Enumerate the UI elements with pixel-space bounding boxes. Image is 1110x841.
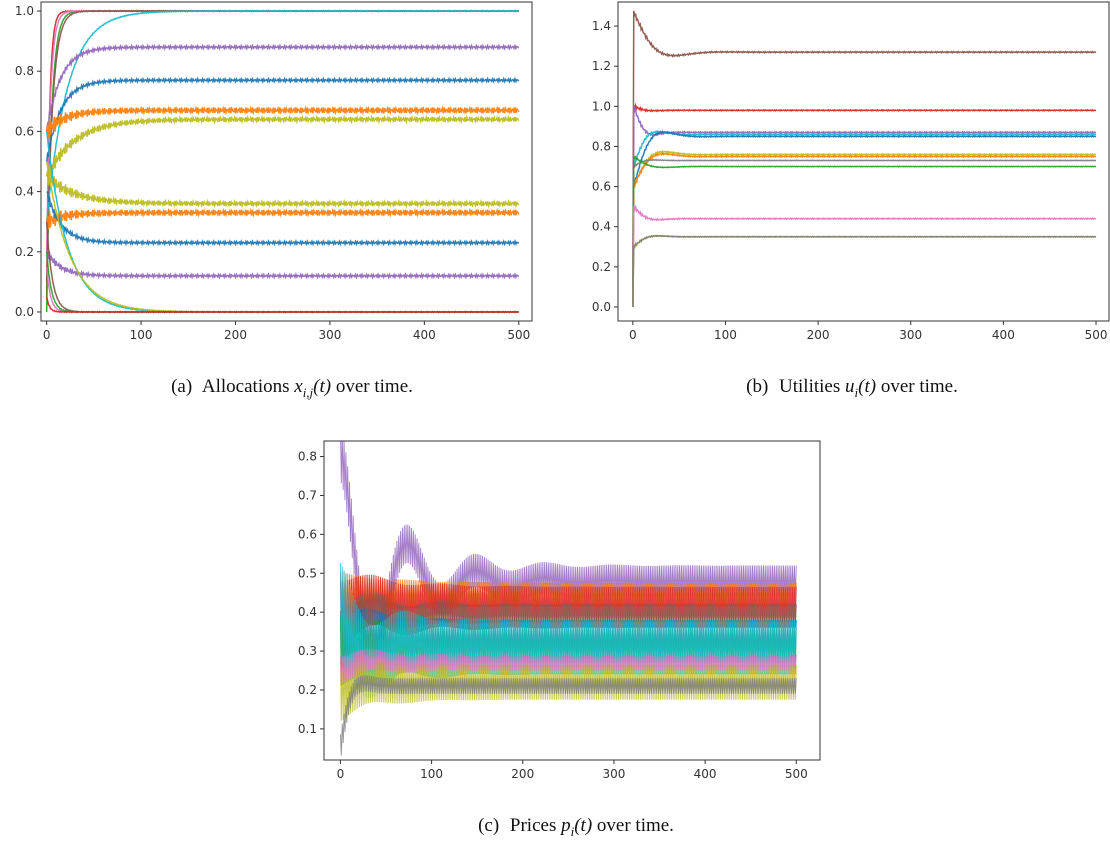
allocations-plot-frame: [40, 1, 533, 322]
utilities-x-tick-label: 0: [629, 328, 637, 342]
prices-y-tick-label: 0.1: [298, 722, 317, 736]
allocations-x-tick-label: 300: [318, 328, 341, 342]
allocations-series-layer: [45, 9, 520, 314]
allocations-series-line: [45, 131, 519, 314]
prices-y-tick-label: 0.5: [298, 566, 317, 580]
utilities-series-line: [632, 158, 1097, 307]
allocations-series-line: [45, 9, 519, 312]
utilities-plot-frame: [617, 1, 1110, 322]
utilities-series-layer: [632, 10, 1097, 307]
allocations-ticks: 0 100 200 300 400 500 0.0 0.2 0.4 0.6 0.8 1.0: [15, 4, 530, 342]
allocations-series-line: [45, 9, 519, 222]
utilities-series-line: [632, 129, 1097, 307]
utilities-x-tick-label: 300: [899, 328, 922, 342]
allocations-series-line: [45, 296, 519, 314]
utilities-series-line: [632, 10, 1097, 307]
allocations-y-tick-label: 0.0: [15, 305, 34, 319]
utilities-panel: 0 100 200 300 400 500 0.0 0.2 0.4 0.6 0.8 1.0 1.2 1.4…: [592, 1, 1110, 400]
prices-y-tick-label: 0.3: [298, 644, 317, 658]
allocations-series-line: [45, 114, 520, 181]
utilities-y-tick-label: 1.4: [592, 19, 611, 33]
prices-series-line: [339, 675, 797, 756]
utilities-series-line: [632, 155, 1097, 307]
prices-x-tick-label: 200: [511, 767, 534, 781]
prices-series-layer: [339, 441, 797, 756]
allocations-y-tick-label: 1.0: [15, 4, 34, 18]
allocations-y-tick-label: 0.4: [15, 185, 34, 199]
allocations-series-line: [45, 105, 520, 139]
utilities-series-line: [632, 234, 1097, 307]
utilities-caption: (b) Utilities ui(t) over time.: [746, 376, 958, 400]
allocations-series-line: [45, 9, 519, 297]
allocations-series-line: [45, 221, 519, 314]
prices-caption: (c) Prices pi(t) over time.: [478, 815, 674, 839]
utilities-y-tick-label: 0.0: [592, 300, 611, 314]
allocations-panel: 0 100 200 300 400 500 0.0 0.2 0.4 0.6 0.8 1.0 (a) A…: [15, 1, 533, 400]
utilities-y-tick-label: 1.2: [592, 59, 611, 73]
allocations-y-tick-label: 0.8: [15, 64, 34, 78]
allocations-series-line: [45, 43, 520, 132]
allocations-caption: (a) Allocations xi,j(t) over time.: [171, 376, 413, 400]
prices-x-tick-label: 100: [420, 767, 443, 781]
prices-ticks: 0 100 200 300 400 500 0.1 0.2 0.3 0.4 0.5 0.6 0.7 0.8: [298, 450, 808, 781]
allocations-series-line: [45, 76, 520, 162]
prices-y-tick-label: 0.4: [298, 605, 317, 619]
utilities-series-line: [632, 234, 1097, 307]
utilities-series-line: [632, 102, 1097, 307]
allocations-series-line: [45, 207, 520, 230]
prices-x-tick-label: 0: [337, 767, 345, 781]
allocations-x-tick-label: 400: [413, 328, 436, 342]
prices-series-line: [339, 649, 797, 685]
allocations-series-line: [46, 249, 520, 280]
allocations-x-tick-label: 200: [224, 328, 247, 342]
prices-y-tick-label: 0.6: [298, 527, 317, 541]
utilities-series-line: [632, 204, 1097, 307]
prices-x-tick-label: 400: [694, 767, 717, 781]
prices-series-line: [339, 563, 797, 699]
prices-plot-frame: [323, 440, 821, 761]
allocations-series-line: [45, 171, 520, 209]
utilities-x-tick-label: 100: [714, 328, 737, 342]
prices-y-tick-label: 0.8: [298, 450, 317, 464]
utilities-y-tick-label: 0.4: [592, 220, 611, 234]
prices-x-tick-label: 300: [602, 767, 625, 781]
allocations-series-line: [45, 9, 519, 282]
prices-y-tick-label: 0.7: [298, 488, 317, 502]
allocations-y-tick-label: 0.2: [15, 245, 34, 259]
prices-y-tick-label: 0.2: [298, 683, 317, 697]
utilities-x-tick-label: 200: [807, 328, 830, 342]
prices-panel: 0 100 200 300 400 500 0.1 0.2 0.3 0.4 0.5 0.6 0.7 0.8…: [298, 440, 821, 839]
utilities-y-tick-label: 1.0: [592, 99, 611, 113]
utilities-y-tick-label: 0.8: [592, 139, 611, 153]
allocations-x-tick-label: 500: [507, 328, 530, 342]
utilities-series-line: [632, 151, 1097, 307]
allocations-series-line: [45, 161, 519, 314]
allocations-series-line: [46, 191, 520, 247]
utilities-ticks: 0 100 200 300 400 500 0.0 0.2 0.4 0.6 0.8 1.0 1.2 1.4: [592, 19, 1108, 342]
prices-series-line: [340, 441, 797, 674]
allocations-series-line: [45, 251, 519, 314]
utilities-x-tick-label: 500: [1085, 328, 1108, 342]
utilities-series-line: [632, 149, 1097, 307]
utilities-y-tick-label: 0.6: [592, 180, 611, 194]
utilities-series-line: [632, 104, 1097, 307]
allocations-x-tick-label: 100: [130, 328, 153, 342]
prices-x-tick-label: 500: [785, 767, 808, 781]
prices-series-line: [339, 590, 797, 653]
utilities-y-tick-label: 0.2: [592, 260, 611, 274]
utilities-x-tick-label: 400: [992, 328, 1015, 342]
utilities-series-line: [632, 130, 1097, 307]
allocations-x-tick-label: 0: [43, 328, 51, 342]
allocations-y-tick-label: 0.6: [15, 124, 34, 138]
